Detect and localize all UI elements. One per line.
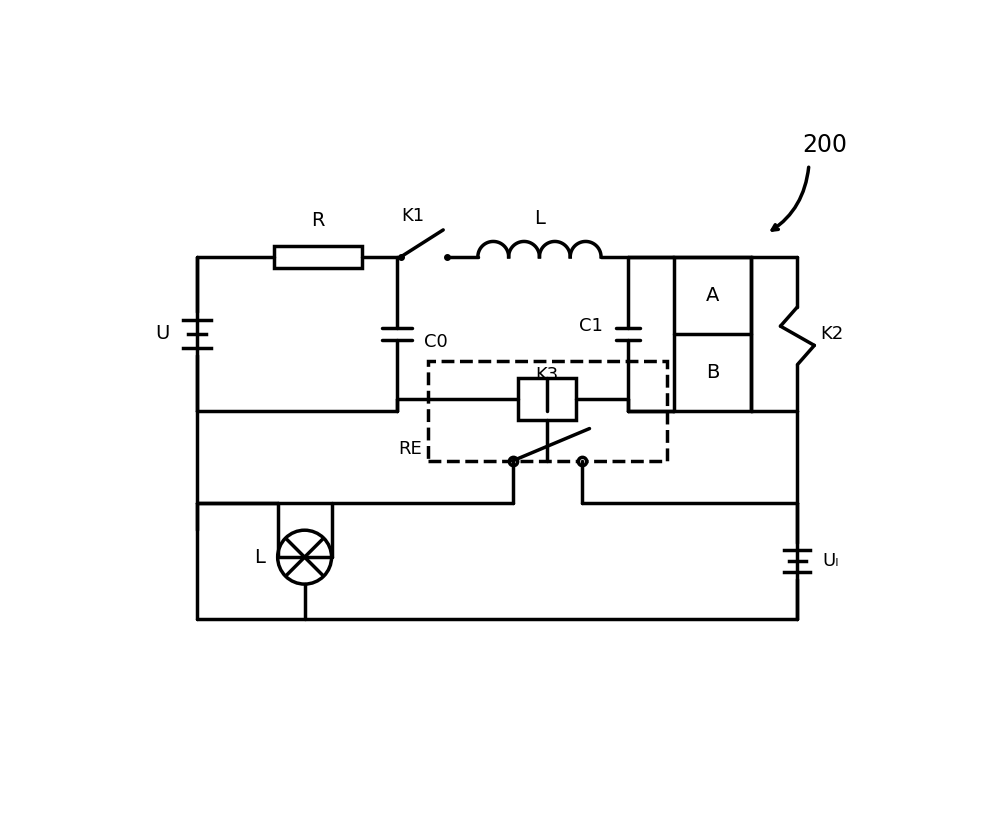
Bar [518, 378, 576, 421]
Text: K3: K3 [536, 365, 559, 384]
Text: L: L [534, 209, 545, 228]
Text: C1: C1 [579, 317, 603, 335]
Text: R: R [311, 211, 325, 230]
Text: K1: K1 [401, 206, 424, 224]
Text: A: A [706, 285, 719, 305]
Text: B: B [706, 363, 719, 382]
Text: K2: K2 [820, 325, 844, 343]
Text: C0: C0 [424, 332, 447, 351]
Text: L: L [255, 548, 265, 567]
Text: RE: RE [398, 441, 422, 459]
Bar [274, 246, 362, 267]
Text: U: U [155, 324, 169, 343]
Bar [428, 361, 666, 461]
Text: Uₗ: Uₗ [822, 552, 838, 570]
Bar [674, 257, 751, 411]
Text: 200: 200 [802, 133, 847, 158]
